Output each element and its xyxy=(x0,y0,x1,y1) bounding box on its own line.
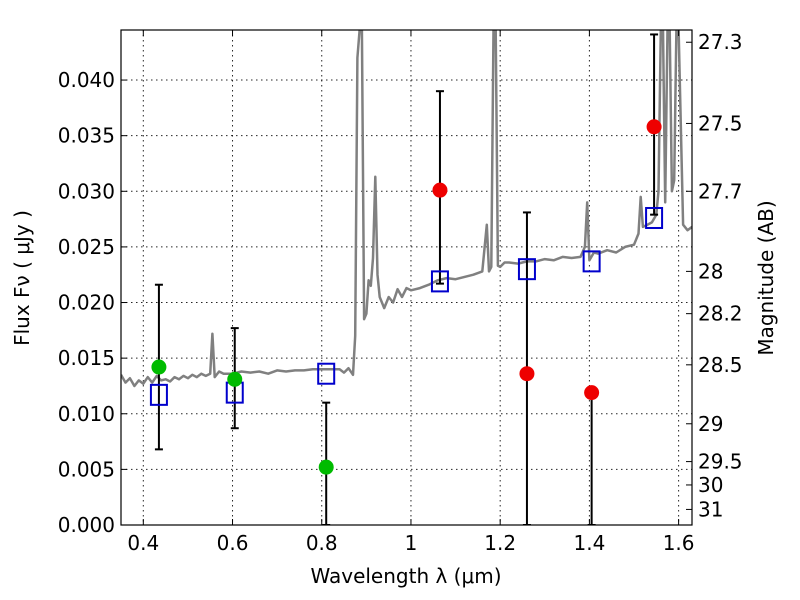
limit-point xyxy=(519,366,535,382)
model-square-point xyxy=(582,250,601,273)
mag-tick-label: 27.7 xyxy=(698,179,743,203)
y-tick-label: 0.010 xyxy=(58,402,115,426)
model-square-point xyxy=(317,362,336,385)
ticks xyxy=(121,30,692,526)
model-square-point xyxy=(430,270,449,293)
y-tick-label: 0.035 xyxy=(58,124,115,148)
x-axis-title: Wavelength λ (μm) xyxy=(310,564,501,588)
y-tick-label: 0.025 xyxy=(58,235,115,259)
y2-axis-title: Magnitude (AB) xyxy=(754,200,778,355)
data-layer xyxy=(121,30,692,525)
detection-point xyxy=(227,371,243,387)
mag-tick-label: 28.5 xyxy=(698,353,743,377)
y-tick-label: 0.040 xyxy=(58,68,115,92)
model-square-point xyxy=(149,383,168,406)
y-tick-label: 0.015 xyxy=(58,346,115,370)
mag-tick-label: 30 xyxy=(698,473,723,497)
tick-labels: 0.4 0.6 0.8 1 1.2 1.4 1.6 0.000 0.005 0.010 0.015 0… xyxy=(58,30,743,555)
limit-point xyxy=(584,385,600,401)
mag-tick-label: 31 xyxy=(698,497,723,521)
x-tick-label: 0.4 xyxy=(127,531,159,555)
x-tick-label: 0.6 xyxy=(217,531,249,555)
y-tick-label: 0.005 xyxy=(58,457,115,481)
mag-tick-label: 27.3 xyxy=(698,30,743,54)
x-tick-label: 1.2 xyxy=(484,531,516,555)
model-square-point xyxy=(517,258,536,281)
limit-point xyxy=(432,182,448,198)
x-tick-label: 1.6 xyxy=(663,531,695,555)
model-square-point xyxy=(645,206,664,229)
mag-tick-label: 28 xyxy=(698,259,723,283)
detection-point xyxy=(318,459,334,475)
y-tick-label: 0.020 xyxy=(58,291,115,315)
x-tick-label: 1.4 xyxy=(573,531,605,555)
mag-tick-label: 29.5 xyxy=(698,450,743,474)
plot-frame xyxy=(120,29,693,526)
mag-tick-label: 28.2 xyxy=(698,302,743,326)
x-tick-label: 1 xyxy=(405,531,418,555)
mag-tick-label: 29 xyxy=(698,412,723,436)
detection-point xyxy=(151,359,167,375)
y-tick-label: 0.000 xyxy=(58,513,115,537)
grid xyxy=(121,30,692,526)
y-axis-title: Flux Fν ( μJy ) xyxy=(10,210,34,346)
plot-area xyxy=(121,30,692,525)
limit-point xyxy=(646,119,662,135)
mag-tick-label: 27.5 xyxy=(698,111,743,135)
series-line-spectrum xyxy=(121,30,692,388)
x-tick-label: 0.8 xyxy=(306,531,338,555)
y-tick-label: 0.030 xyxy=(58,179,115,203)
